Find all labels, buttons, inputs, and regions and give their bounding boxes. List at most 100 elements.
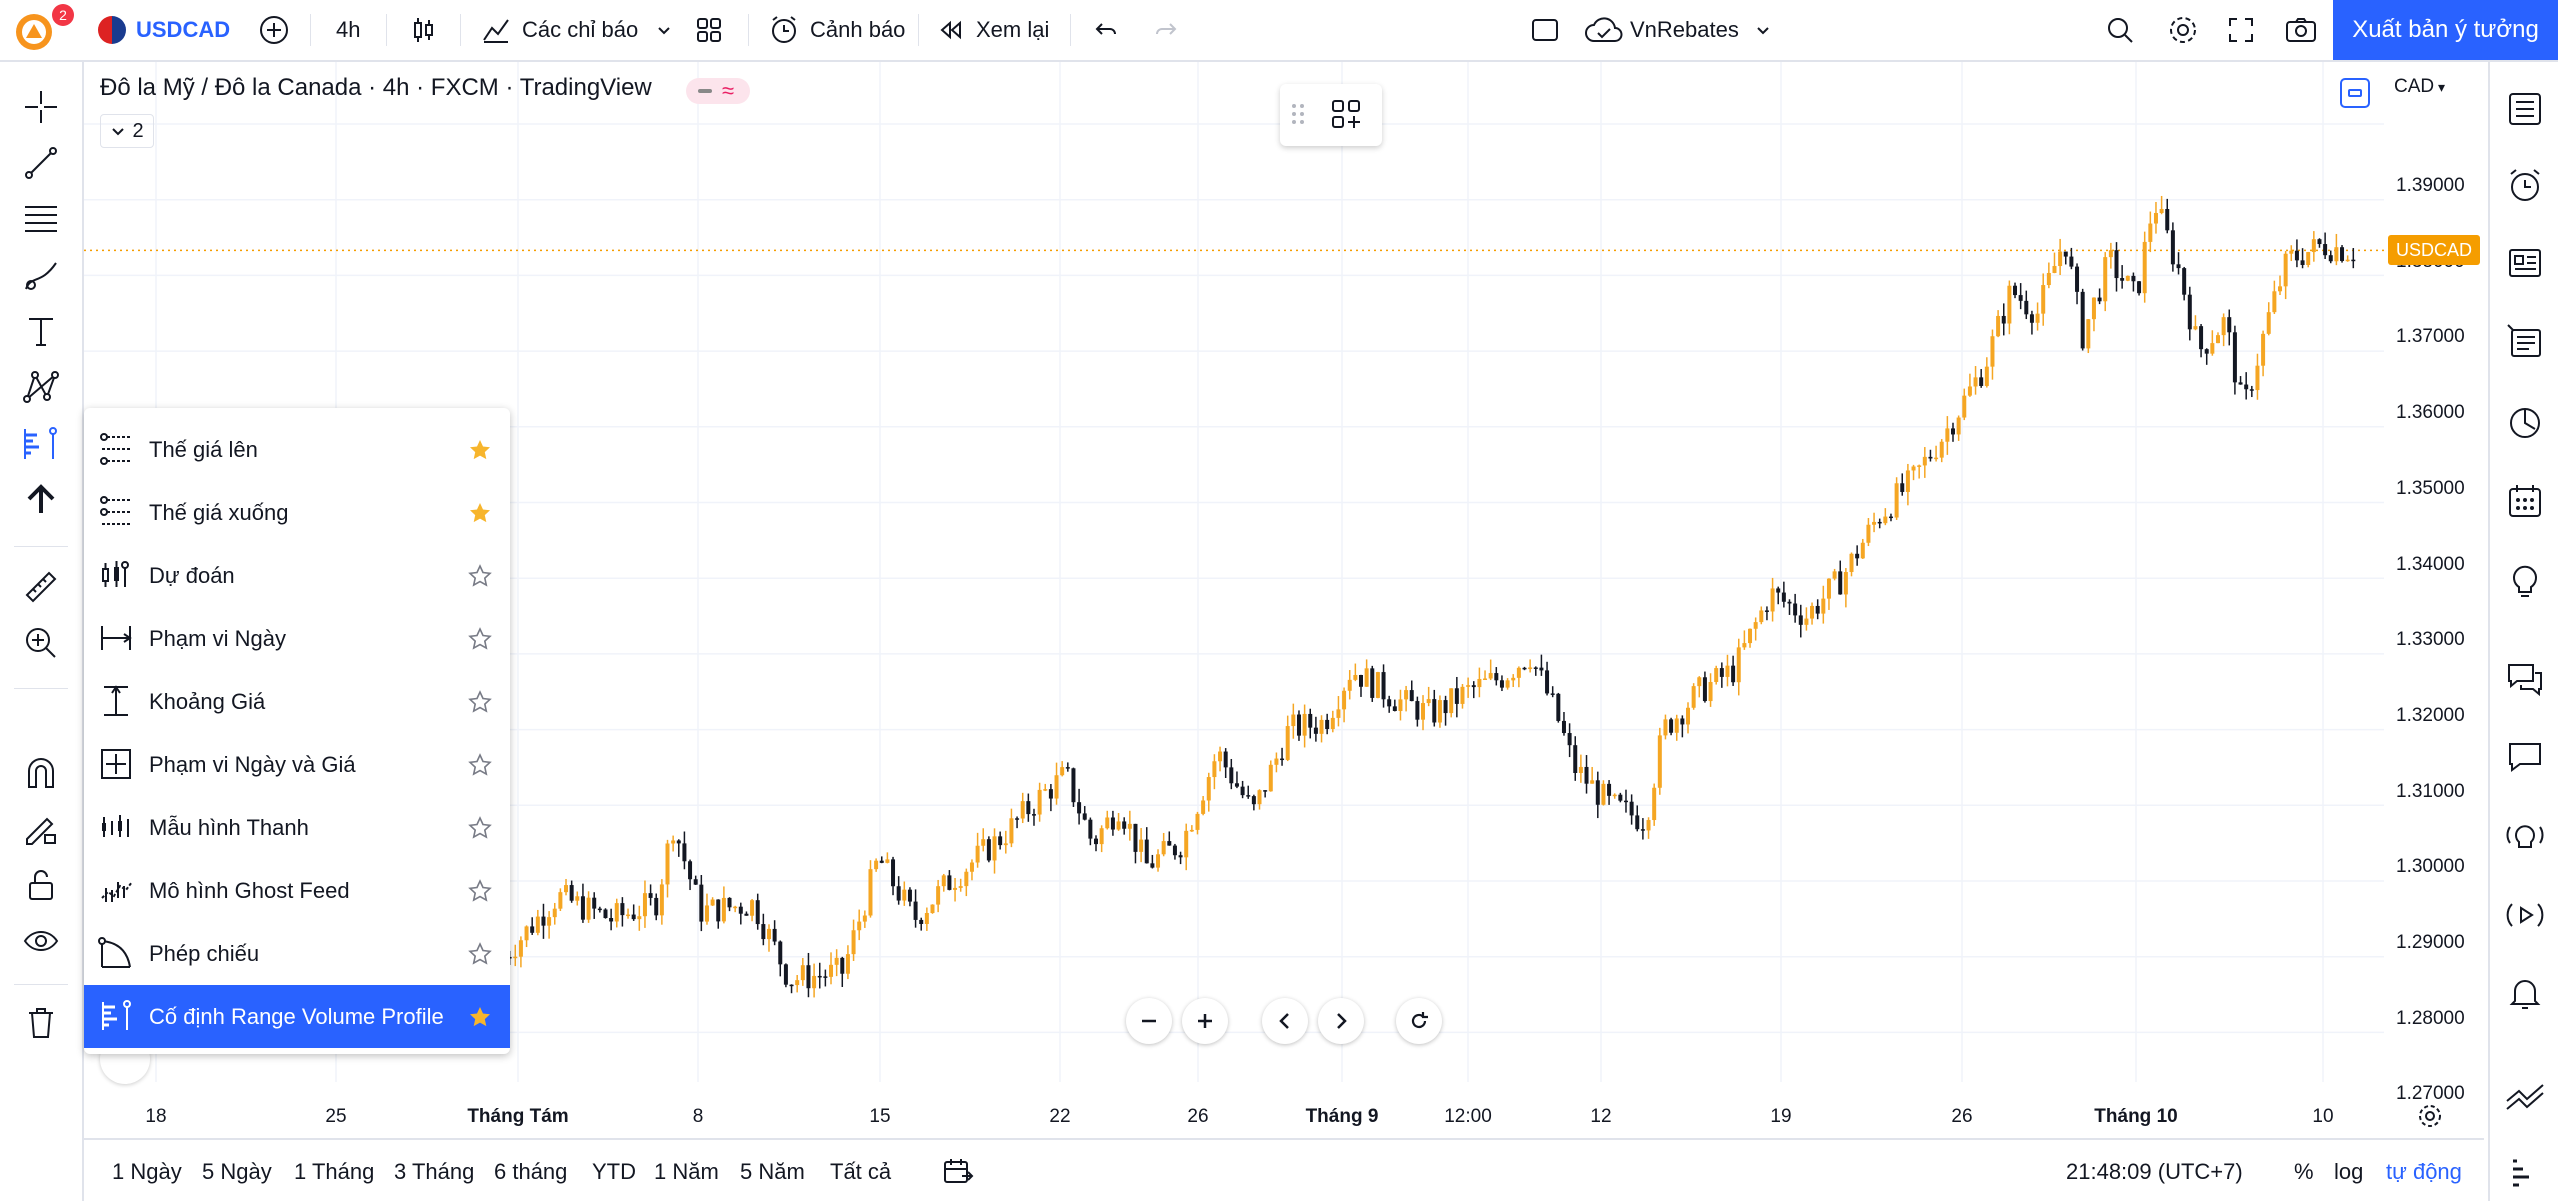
scale-toggle-button[interactable]: [2340, 78, 2370, 108]
percent-scale-button[interactable]: %: [2294, 1158, 2314, 1184]
menu-item-bars-pattern[interactable]: Mẫu hình Thanh: [84, 796, 510, 859]
indicators-dropdown[interactable]: [654, 0, 674, 60]
symbol-search[interactable]: USDCAD: [98, 0, 230, 60]
reset-chart-button[interactable]: [1396, 998, 1442, 1044]
ruler-tool[interactable]: [14, 560, 68, 614]
menu-item-short-position[interactable]: Thế giá xuống: [84, 481, 510, 544]
save-layout-button[interactable]: VnRebates: [1584, 0, 1773, 60]
alerts-panel-button[interactable]: [2500, 160, 2550, 210]
menu-item-date-range[interactable]: Phạm vi Ngày: [84, 607, 510, 670]
range-button[interactable]: 6 tháng: [494, 1158, 568, 1184]
add-widget-button[interactable]: [1330, 98, 1364, 137]
measure-group-tool[interactable]: [14, 416, 68, 470]
zoom-in-button[interactable]: [1182, 998, 1228, 1044]
magnet-tool[interactable]: [14, 746, 68, 800]
ideas-button[interactable]: [2500, 554, 2550, 604]
fullscreen-button[interactable]: [2226, 0, 2256, 60]
scroll-left-button[interactable]: [1262, 998, 1308, 1044]
interval-button[interactable]: 4h: [336, 17, 361, 42]
trading-panel-button[interactable]: [2500, 1070, 2550, 1120]
news-button[interactable]: [2500, 238, 2550, 288]
chart-settings-button[interactable]: [2416, 1102, 2444, 1135]
dom-button[interactable]: [2500, 1148, 2550, 1198]
watchlist-button[interactable]: [2500, 84, 2550, 134]
snapshot-button[interactable]: [2284, 0, 2318, 60]
notifications-button[interactable]: [2500, 968, 2550, 1018]
range-button[interactable]: 5 Năm: [740, 1158, 805, 1184]
drag-handle[interactable]: [1290, 102, 1306, 131]
arrow-tool[interactable]: [14, 472, 68, 526]
menu-item-price-range[interactable]: Khoảng Giá: [84, 670, 510, 733]
fullscreen-toggle-button[interactable]: [1530, 0, 1560, 60]
star-outline-icon[interactable]: [468, 753, 492, 777]
star-filled-icon[interactable]: [468, 438, 492, 462]
details-button[interactable]: [2500, 316, 2550, 366]
indicators-button[interactable]: Các chỉ báo: [480, 0, 638, 60]
goto-date-button[interactable]: [942, 1156, 974, 1191]
candle-body: [755, 900, 760, 925]
star-outline-icon[interactable]: [468, 627, 492, 651]
alert-button[interactable]: Cảnh báo: [768, 0, 905, 60]
star-filled-icon[interactable]: [468, 501, 492, 525]
range-button[interactable]: Tất cả: [830, 1158, 892, 1184]
candle-body: [1263, 790, 1268, 792]
log-scale-button[interactable]: log: [2334, 1158, 2364, 1184]
range-button[interactable]: 3 Tháng: [394, 1158, 475, 1184]
range-button[interactable]: 5 Ngày: [202, 1158, 272, 1184]
candle-body: [1077, 802, 1082, 814]
menu-item-date-price-range[interactable]: Phạm vi Ngày và Giá: [84, 733, 510, 796]
zoom-tool[interactable]: [14, 616, 68, 670]
chats-button[interactable]: [2500, 654, 2550, 704]
data-window-button[interactable]: [2500, 398, 2550, 448]
candle-body: [2024, 300, 2029, 315]
star-outline-icon[interactable]: [468, 564, 492, 588]
redo-button[interactable]: [1152, 0, 1180, 60]
zoom-out-button[interactable]: [1126, 998, 1172, 1044]
chart-type-button[interactable]: [408, 0, 438, 60]
compare-add-button[interactable]: [258, 0, 290, 60]
scroll-right-button[interactable]: [1318, 998, 1364, 1044]
hide-drawings-tool[interactable]: [14, 914, 68, 968]
menu-item-forecast[interactable]: Dự đoán: [84, 544, 510, 607]
fib-tool[interactable]: [14, 192, 68, 246]
star-outline-icon[interactable]: [468, 690, 492, 714]
text-tool[interactable]: [14, 304, 68, 358]
star-outline-icon[interactable]: [468, 879, 492, 903]
drawing-mode-tool[interactable]: [14, 802, 68, 856]
brush-tool[interactable]: [14, 248, 68, 302]
search-button[interactable]: [2104, 0, 2136, 60]
layouts-button[interactable]: [694, 0, 724, 60]
star-filled-icon[interactable]: [468, 1005, 492, 1029]
calendar-button[interactable]: [2500, 476, 2550, 526]
menu-item-projection[interactable]: Phép chiếu: [84, 922, 510, 985]
price-axis[interactable]: CAD ▾ 1.390001.380001.370001.360001.3500…: [2340, 62, 2484, 1122]
replay-button[interactable]: Xem lại: [936, 0, 1049, 60]
trend-line-tool[interactable]: [14, 136, 68, 190]
pattern-tool[interactable]: [14, 360, 68, 414]
remove-drawings-tool[interactable]: [14, 996, 68, 1050]
settings-button[interactable]: [2166, 0, 2200, 60]
messages-button[interactable]: [2500, 732, 2550, 782]
menu-item-long-position[interactable]: Thế giá lên: [84, 418, 510, 481]
chart-legend-title[interactable]: Đô la Mỹ / Đô la Canada · 4h · FXCM · Tr…: [100, 74, 652, 101]
star-outline-icon[interactable]: [468, 816, 492, 840]
currency-selector[interactable]: CAD ▾: [2394, 76, 2445, 98]
clock-timezone[interactable]: 21:48:09 (UTC+7): [2066, 1158, 2243, 1184]
user-avatar[interactable]: 2: [14, 0, 74, 60]
menu-item-fixed-range-volume-profile[interactable]: Cố định Range Volume Profile: [84, 985, 510, 1048]
lock-drawings-tool[interactable]: [14, 858, 68, 912]
menu-item-ghost-feed[interactable]: Mô hình Ghost Feed: [84, 859, 510, 922]
crosshair-tool[interactable]: [14, 80, 68, 134]
auto-scale-button[interactable]: tự động: [2386, 1158, 2462, 1184]
star-outline-icon[interactable]: [468, 942, 492, 966]
publish-idea-button[interactable]: Xuất bản ý tưởng: [2333, 0, 2558, 60]
range-button[interactable]: 1 Ngày: [112, 1158, 182, 1184]
range-button[interactable]: 1 Năm: [654, 1158, 719, 1184]
legend-status-pill[interactable]: ≈: [686, 78, 750, 104]
undo-button[interactable]: [1092, 0, 1120, 60]
range-button[interactable]: YTD: [592, 1158, 636, 1184]
tips-button[interactable]: [2500, 810, 2550, 860]
indicators-collapse-button[interactable]: 2: [100, 114, 154, 148]
streams-button[interactable]: [2500, 890, 2550, 940]
range-button[interactable]: 1 Tháng: [294, 1158, 375, 1184]
